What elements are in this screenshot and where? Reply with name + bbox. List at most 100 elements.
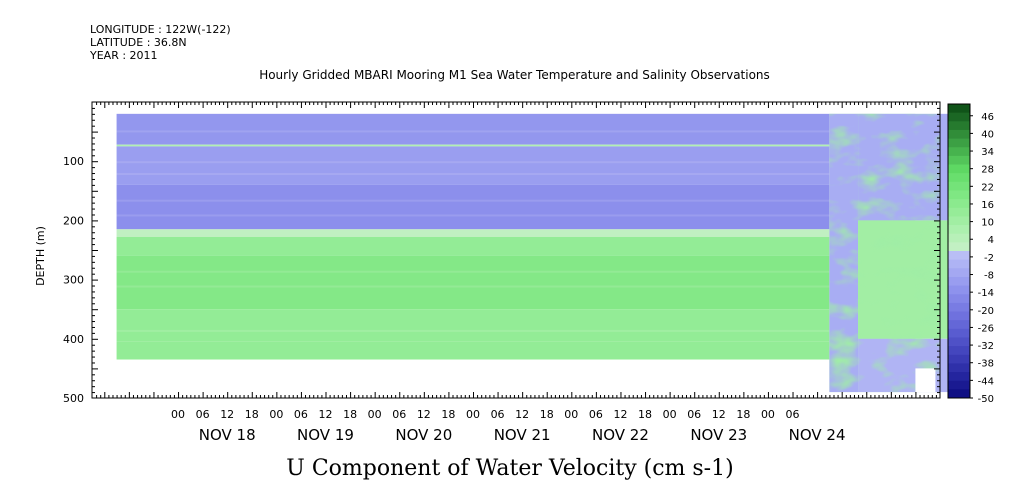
x-hour-label: 06 xyxy=(687,408,701,421)
colorbar-cell xyxy=(948,147,970,157)
colorbar-cell xyxy=(948,268,970,278)
x-hour-label: 06 xyxy=(196,408,210,421)
x-day-label: NOV 24 xyxy=(789,426,846,444)
colorbar-label: 46 xyxy=(981,112,994,123)
x-axis-label: U Component of Water Velocity (cm s-1) xyxy=(286,456,733,481)
x-day-label: NOV 18 xyxy=(199,426,256,444)
heatmap-region xyxy=(116,309,830,342)
colorbar-cell xyxy=(948,302,970,313)
colorbar-cell xyxy=(948,155,970,166)
x-hour-label: 18 xyxy=(540,408,554,421)
colorbar-label: 28 xyxy=(981,165,994,176)
colorbar-cell xyxy=(948,320,970,330)
colorbar-cell xyxy=(948,259,970,269)
x-hour-label: 12 xyxy=(613,408,627,421)
y-tick-label: 500 xyxy=(63,392,84,405)
heatmap-band xyxy=(116,329,830,332)
y-tick-label: 100 xyxy=(63,155,84,168)
colorbar-cell xyxy=(948,181,970,191)
colorbar-label: 34 xyxy=(981,147,994,158)
colorbar-cell xyxy=(948,190,970,200)
x-day-label: NOV 21 xyxy=(494,426,551,444)
missing-data xyxy=(915,368,936,393)
x-hour-label: 18 xyxy=(343,408,357,421)
colorbar-cell xyxy=(948,216,970,226)
heatmap-region xyxy=(116,229,830,237)
x-day-label: NOV 22 xyxy=(592,426,649,444)
colorbar-cell xyxy=(948,380,970,390)
colorbar-label: 16 xyxy=(981,200,994,211)
heatmap-region xyxy=(116,341,830,360)
colorbar-cell xyxy=(948,164,970,174)
colorbar-label: 40 xyxy=(981,129,994,140)
colorbar-cell xyxy=(948,199,970,209)
colorbar-cell xyxy=(948,138,970,148)
colorbar-label: 10 xyxy=(981,218,994,229)
colorbar-label: -32 xyxy=(978,341,994,352)
x-day-label: NOV 19 xyxy=(297,426,354,444)
heatmap-band xyxy=(116,173,830,176)
heatmap-noise xyxy=(829,113,940,393)
colorbar-cell xyxy=(948,294,970,304)
heatmap-region xyxy=(116,184,830,230)
colorbar-cell xyxy=(948,285,970,295)
colorbar-label: -2 xyxy=(984,253,994,264)
colorbar-cell xyxy=(948,354,970,364)
x-hour-label: 06 xyxy=(294,408,308,421)
colorbar-cell xyxy=(948,242,970,252)
colorbar-cell xyxy=(948,389,970,399)
heatmap-band xyxy=(116,285,830,288)
y-tick-label: 400 xyxy=(63,333,84,346)
heatmap-region xyxy=(116,255,830,310)
x-hour-label: 18 xyxy=(245,408,259,421)
x-hour-label: 00 xyxy=(171,408,185,421)
x-hour-label: 12 xyxy=(319,408,333,421)
x-hour-label: 00 xyxy=(368,408,382,421)
x-hour-label: 06 xyxy=(786,408,800,421)
x-hour-label: 18 xyxy=(638,408,652,421)
x-hour-label: 06 xyxy=(589,408,603,421)
colorbar-cell xyxy=(948,337,970,347)
colorbar-label: -38 xyxy=(978,359,994,370)
colorbar-cell xyxy=(948,207,970,217)
x-hour-label: 00 xyxy=(466,408,480,421)
colorbar-label: -44 xyxy=(978,376,994,387)
heatmap-band xyxy=(116,214,830,217)
x-hour-label: 12 xyxy=(515,408,529,421)
x-hour-label: 06 xyxy=(392,408,406,421)
colorbar-label: -50 xyxy=(978,394,994,405)
x-hour-label: 12 xyxy=(220,408,234,421)
colorbar-cell xyxy=(948,121,970,131)
colorbar-cell xyxy=(948,372,970,382)
colorbar-label: -26 xyxy=(978,323,994,334)
colorbar-label: 22 xyxy=(981,182,994,193)
x-hour-label: 00 xyxy=(564,408,578,421)
colorbar-cell xyxy=(948,173,970,183)
colorbar-cell xyxy=(948,328,970,338)
x-hour-label: 12 xyxy=(417,408,431,421)
colorbar-cell xyxy=(948,251,970,261)
heatmap-region xyxy=(116,113,830,145)
x-hour-label: 00 xyxy=(269,408,283,421)
x-day-label: NOV 23 xyxy=(690,426,747,444)
x-hour-label: 00 xyxy=(761,408,775,421)
x-day-label: NOV 20 xyxy=(395,426,452,444)
colorbar-cell xyxy=(948,104,970,114)
year-label: YEAR : 2011 xyxy=(90,49,158,62)
colorbar-label: -20 xyxy=(978,306,994,317)
x-hour-label: 06 xyxy=(491,408,505,421)
heatmap-region xyxy=(116,236,830,256)
colorbar-frame xyxy=(947,103,971,399)
colorbar-cell xyxy=(948,225,970,235)
colorbar-label: -14 xyxy=(978,288,994,299)
colorbar-cell xyxy=(948,129,970,140)
colorbar-cell xyxy=(948,311,970,321)
x-hour-label: 18 xyxy=(736,408,750,421)
heatmap-region xyxy=(116,144,830,147)
chart-title: Hourly Gridded MBARI Mooring M1 Sea Wate… xyxy=(259,68,770,82)
x-hour-label: 00 xyxy=(663,408,677,421)
y-tick-label: 300 xyxy=(63,274,84,287)
colorbar-cell xyxy=(948,233,970,243)
heatmap-region xyxy=(116,146,830,185)
